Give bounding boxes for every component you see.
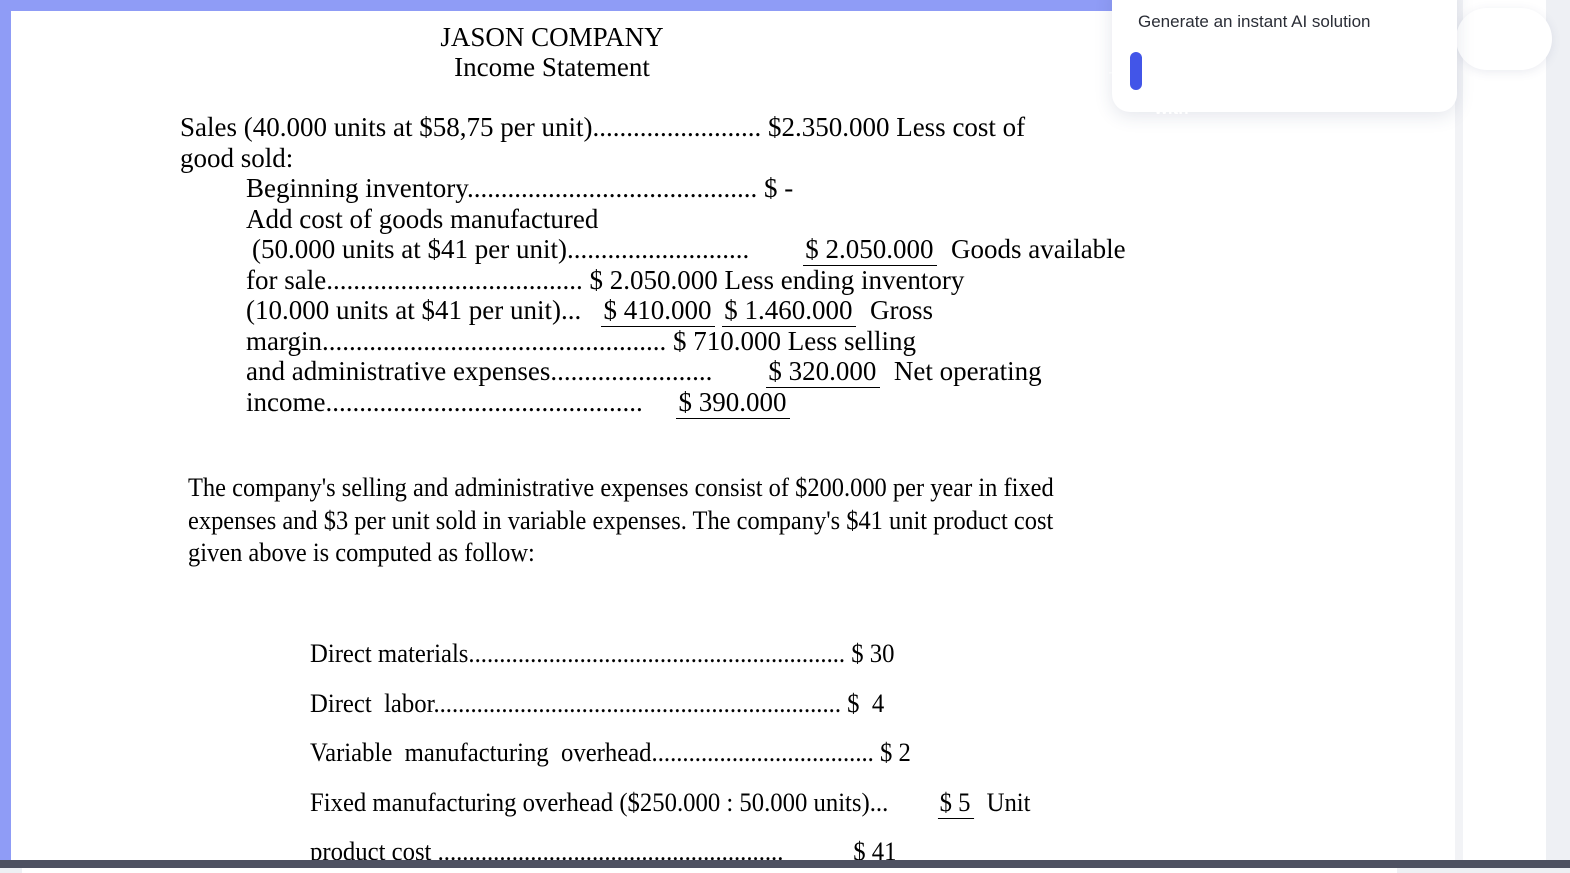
heading-company: JASON COMPANY [440, 22, 664, 52]
cost-row: Direct materials........................… [310, 639, 1165, 689]
statement-text [588, 295, 602, 325]
cost-value-suffix: Unit [974, 787, 1031, 817]
statement-line: for sale................................… [180, 265, 1240, 296]
statement-line: Add cost of goods manufactured [180, 204, 1240, 235]
statement-text: ........................... [566, 234, 750, 264]
document-heading: JASON COMPANY Income Statement [22, 22, 1082, 82]
statement-text: good sold: [180, 142, 294, 173]
ai-solution-card: Generate an instant AI solution Solve wi… [1105, 0, 1457, 156]
explanatory-paragraph: The company's selling and administrative… [188, 473, 1072, 567]
cost-row: Direct labor............................… [310, 689, 1165, 739]
statement-text: ........................ [550, 356, 713, 386]
statement-text: ........................................… [325, 386, 643, 417]
heading-statement-type: Income Statement [454, 52, 650, 82]
statement-line: income..................................… [180, 386, 1240, 419]
statement-line: Sales (40.000 units at $58,75 per unit).… [180, 112, 1240, 143]
statement-amount-underlined: $ 2.050.000 [803, 234, 938, 266]
statement-line: (10.000 units at $41 per unit)... $ 410.… [180, 295, 1240, 327]
statement-line: margin..................................… [180, 326, 1240, 357]
arrow-right-icon: → [1105, 60, 1124, 81]
cost-label: Direct materials [310, 639, 469, 668]
statement-text: $ 710.000 Less selling [666, 325, 916, 356]
statement-text: Goods available [937, 234, 1126, 264]
statement-amount-underlined: $ 320.000 [766, 356, 881, 388]
statement-text: Sales (40.000 units at $58,75 per unit) [180, 112, 593, 142]
statement-text: $ 2.050.000 Less ending inventory [582, 264, 965, 295]
cost-label: Variable manufacturing overhead [310, 738, 652, 767]
statement-text: ......................... [592, 112, 762, 142]
statement-text: ........................................… [466, 173, 758, 203]
spacer [888, 788, 937, 817]
statement-text [643, 387, 677, 417]
statement-amount-underlined: $ 410.000 [601, 295, 716, 327]
statement-text: and administrative expenses [246, 356, 551, 386]
document-frame: JASON COMPANY Income Statement Sales (40… [0, 0, 1397, 873]
dot-leader: ........................................… [433, 688, 842, 718]
page-gutter [1455, 0, 1463, 862]
statement-text: $2.350.000 Less cost of [761, 112, 1026, 142]
statement-text: ...................................... [326, 264, 583, 295]
cost-row: Variable manufacturing overhead.........… [310, 738, 1165, 788]
cost-label: Fixed manufacturing overhead ($250.000 :… [310, 787, 889, 817]
statement-text: margin [246, 325, 322, 356]
statement-text: (50.000 units at $41 per unit) [252, 234, 567, 264]
statement-text: Gross [856, 295, 933, 325]
statement-line: and administrative expenses.............… [180, 356, 1240, 388]
cost-value: $ 4 [841, 688, 885, 718]
dot-leader: ........................................… [468, 639, 846, 668]
help-badge-container[interactable]: ? [1456, 8, 1552, 70]
cost-value: $ 2 [873, 738, 911, 767]
statement-amount-underlined: $ 1.460.000 [722, 295, 857, 327]
statement-text: $ - [757, 173, 794, 203]
statement-text [712, 356, 766, 386]
statement-text: Add cost of goods manufactured [246, 203, 599, 234]
bottom-toolbar-strip [0, 860, 1570, 868]
statement-text: Beginning inventory [246, 173, 467, 203]
statement-text [749, 234, 803, 264]
statement-text: (10.000 units at $41 per unit)... [246, 295, 588, 325]
cost-row: Fixed manufacturing overhead ($250.000 :… [310, 787, 1165, 838]
ai-prompt-text: Generate an instant AI solution [1138, 12, 1371, 31]
document-page: JASON COMPANY Income Statement Sales (40… [22, 22, 1397, 873]
cost-value: $ 5 [937, 787, 975, 819]
solve-with-ai-label: Solve with AI [1149, 61, 1195, 156]
cost-label: Direct labor [310, 688, 434, 718]
statement-line: (50.000 units at $41 per unit)..........… [180, 234, 1240, 266]
income-statement-body: Sales (40.000 units at $58,75 per unit).… [180, 112, 1240, 419]
statement-text: Net operating [880, 356, 1042, 386]
statement-line: good sold: [180, 143, 1240, 174]
unit-product-cost-list: Direct materials........................… [310, 639, 1210, 873]
statement-text: ........................................… [322, 325, 667, 356]
dot-leader: .................................... [651, 738, 874, 767]
statement-line: Beginning inventory.....................… [180, 173, 1240, 204]
statement-amount-underlined: $ 390.000 [676, 386, 791, 419]
cost-value: $ 30 [845, 639, 895, 668]
statement-text: income [246, 386, 326, 417]
solve-with-ai-button[interactable]: Solve with AI → [1105, 52, 1194, 156]
statement-text: for sale [246, 264, 327, 295]
